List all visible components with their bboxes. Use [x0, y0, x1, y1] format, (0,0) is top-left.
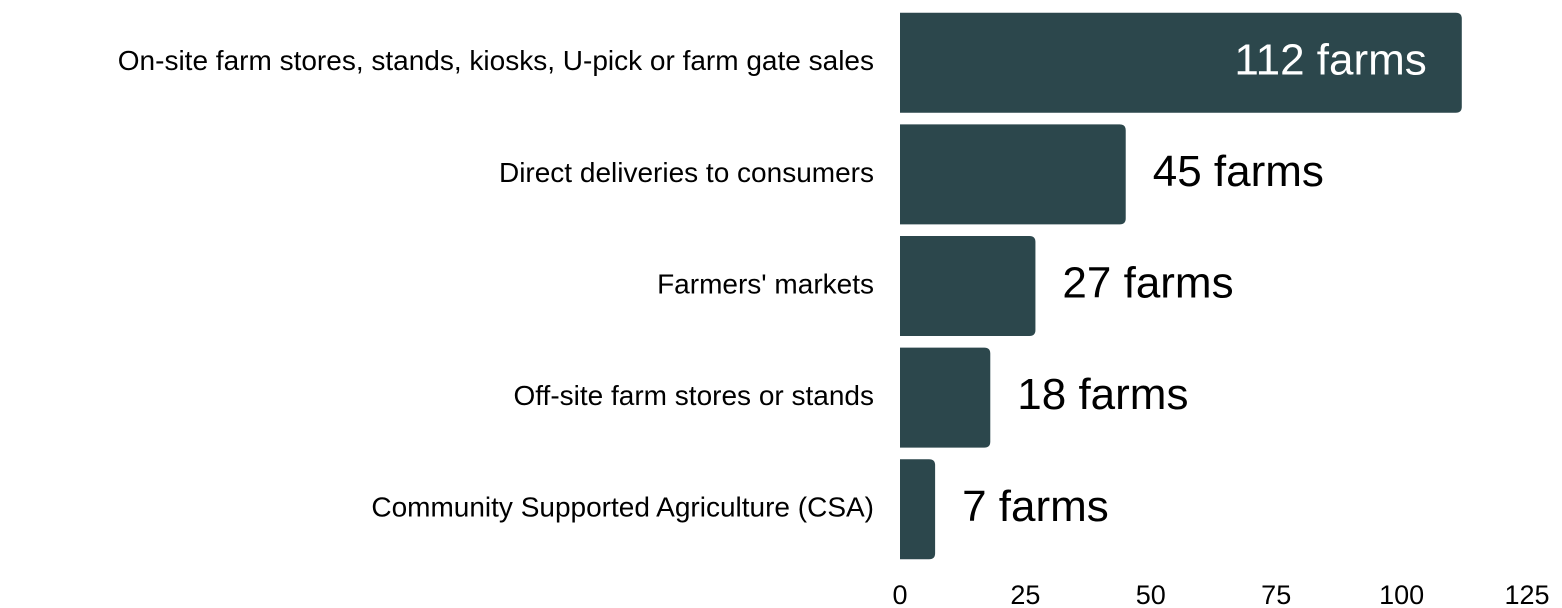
y-tick-label: On-site farm stores, stands, kiosks, U-p… [118, 45, 874, 76]
x-tick-label: 100 [1379, 580, 1424, 608]
value-label: 112 farms [1234, 35, 1426, 84]
bar [900, 236, 1036, 336]
y-tick-label: Direct deliveries to consumers [499, 157, 874, 188]
y-tick-label: Off-site farm stores or stands [514, 380, 875, 411]
bar [900, 12, 1462, 113]
x-tick-label: 50 [1136, 580, 1166, 608]
bar [900, 124, 1126, 225]
bar [900, 459, 936, 560]
x-tick-label: 25 [1010, 580, 1040, 608]
x-tick-label: 125 [1504, 580, 1549, 608]
x-tick-label: 0 [892, 580, 907, 608]
value-label: 18 farms [1017, 370, 1188, 419]
value-label: 45 farms [1153, 147, 1324, 196]
y-tick-label: Community Supported Agriculture (CSA) [371, 492, 874, 523]
bar [900, 347, 991, 448]
x-tick-label: 75 [1261, 580, 1291, 608]
y-tick-label: Farmers' markets [657, 268, 874, 299]
value-label: 27 farms [1062, 259, 1233, 308]
value-label: 7 farms [962, 482, 1109, 531]
